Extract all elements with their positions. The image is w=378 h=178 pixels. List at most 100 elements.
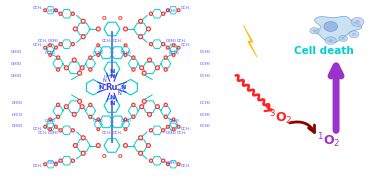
Circle shape — [177, 46, 180, 49]
Text: H$_2$CO: H$_2$CO — [11, 112, 23, 119]
Circle shape — [164, 115, 167, 119]
Ellipse shape — [339, 35, 347, 42]
Circle shape — [77, 100, 82, 103]
Ellipse shape — [352, 33, 356, 36]
Circle shape — [161, 129, 165, 132]
Circle shape — [59, 159, 62, 162]
Circle shape — [164, 68, 167, 71]
Circle shape — [81, 151, 85, 155]
Text: OCH$_3$: OCH$_3$ — [47, 38, 59, 45]
Text: $^1$O$_2$: $^1$O$_2$ — [317, 131, 341, 150]
Circle shape — [81, 19, 85, 23]
Text: Ru: Ru — [105, 83, 118, 92]
Circle shape — [49, 54, 51, 56]
Circle shape — [161, 159, 165, 162]
Circle shape — [172, 118, 175, 121]
Text: OCH$_3$: OCH$_3$ — [44, 118, 56, 125]
Text: CH$_3$O: CH$_3$O — [11, 99, 23, 107]
Text: OCH$_3$: OCH$_3$ — [119, 49, 132, 57]
Circle shape — [44, 9, 46, 12]
Circle shape — [172, 44, 175, 46]
Text: H: H — [103, 75, 106, 79]
Circle shape — [139, 151, 143, 155]
Text: OCH$_3$: OCH$_3$ — [198, 112, 211, 119]
Text: OCH$_3$: OCH$_3$ — [164, 7, 177, 15]
Circle shape — [147, 27, 150, 31]
Circle shape — [161, 12, 165, 15]
Circle shape — [73, 144, 77, 147]
Text: N: N — [103, 78, 107, 83]
Circle shape — [89, 115, 92, 119]
Circle shape — [72, 58, 76, 62]
Circle shape — [56, 68, 60, 71]
Circle shape — [80, 66, 84, 70]
Circle shape — [149, 129, 153, 132]
Circle shape — [132, 103, 135, 106]
Text: OCH$_3$: OCH$_3$ — [101, 129, 112, 137]
Circle shape — [56, 56, 60, 59]
Text: N: N — [98, 85, 104, 90]
Polygon shape — [243, 25, 257, 57]
Circle shape — [139, 19, 143, 23]
Circle shape — [161, 43, 165, 46]
Circle shape — [56, 103, 60, 106]
Circle shape — [96, 27, 100, 31]
Text: O: O — [118, 154, 122, 159]
Text: OCH$_3$: OCH$_3$ — [112, 38, 123, 45]
Text: OCH$_3$: OCH$_3$ — [198, 99, 211, 107]
Circle shape — [166, 125, 169, 128]
Circle shape — [177, 125, 180, 128]
Circle shape — [124, 128, 127, 131]
Text: OCH$_3$: OCH$_3$ — [47, 7, 59, 15]
Text: N: N — [117, 91, 121, 96]
Circle shape — [164, 56, 167, 59]
Ellipse shape — [310, 28, 319, 34]
Text: OCH$_3$: OCH$_3$ — [44, 49, 56, 57]
Text: OCH$_3$: OCH$_3$ — [198, 122, 211, 130]
Circle shape — [97, 118, 100, 121]
Circle shape — [71, 43, 74, 46]
Text: N: N — [109, 74, 115, 79]
Circle shape — [96, 144, 100, 147]
Text: OCH$_3$: OCH$_3$ — [33, 125, 43, 133]
Circle shape — [44, 125, 46, 128]
Circle shape — [72, 112, 76, 116]
Circle shape — [71, 159, 74, 162]
Ellipse shape — [324, 22, 338, 32]
Text: OCH$_3$: OCH$_3$ — [198, 73, 211, 80]
Circle shape — [139, 35, 143, 39]
Circle shape — [80, 105, 84, 109]
Circle shape — [142, 100, 146, 103]
Circle shape — [124, 44, 127, 46]
Circle shape — [149, 12, 153, 15]
Text: OCH$_3$: OCH$_3$ — [33, 4, 43, 12]
Ellipse shape — [313, 29, 316, 32]
Text: N: N — [109, 69, 115, 74]
Circle shape — [124, 54, 127, 56]
Circle shape — [71, 12, 74, 15]
Text: OCH$_3$: OCH$_3$ — [198, 61, 211, 68]
Text: OCH$_3$: OCH$_3$ — [176, 38, 187, 45]
Text: N: N — [109, 95, 115, 100]
Circle shape — [54, 46, 57, 49]
Text: OCH$_3$: OCH$_3$ — [180, 4, 191, 12]
Circle shape — [97, 128, 100, 131]
Circle shape — [49, 44, 51, 46]
Ellipse shape — [349, 31, 359, 38]
Circle shape — [166, 46, 169, 49]
Text: OCH$_3$: OCH$_3$ — [33, 42, 43, 49]
Polygon shape — [314, 16, 362, 42]
Ellipse shape — [351, 17, 364, 27]
Circle shape — [77, 71, 82, 75]
Text: OCH$_3$: OCH$_3$ — [164, 129, 177, 137]
Circle shape — [140, 105, 144, 109]
Circle shape — [44, 46, 46, 49]
Text: OCH$_3$: OCH$_3$ — [176, 129, 187, 137]
Text: OCH$_3$: OCH$_3$ — [33, 163, 43, 170]
Ellipse shape — [328, 39, 333, 42]
Circle shape — [177, 163, 180, 166]
Circle shape — [155, 105, 160, 109]
Circle shape — [64, 66, 68, 70]
Circle shape — [59, 43, 62, 46]
Text: CH$_3$O: CH$_3$O — [10, 73, 22, 80]
